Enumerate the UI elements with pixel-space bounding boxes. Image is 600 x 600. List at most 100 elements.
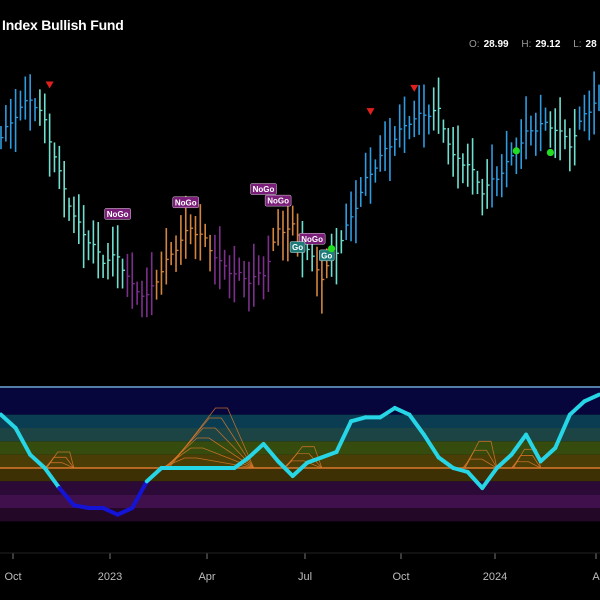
ohlc-high-value: 29.12: [535, 39, 561, 50]
price-bar: [29, 74, 33, 131]
price-bar: [34, 98, 38, 122]
price-bar: [564, 119, 568, 150]
price-bar: [277, 209, 281, 246]
oscillator-segment: [57, 486, 76, 508]
price-bar: [262, 256, 267, 300]
x-tick: Oct: [4, 553, 22, 583]
price-bar: [19, 90, 23, 121]
oscillator-band: [0, 508, 600, 522]
oscillator-segment: [290, 460, 310, 478]
oscillator-segment: [407, 412, 426, 437]
price-bar: [165, 228, 169, 285]
oscillator-segment: [305, 455, 324, 465]
price-bar: [253, 243, 257, 307]
nogo-label: NoGo: [264, 194, 292, 207]
oscillator-line: [0, 392, 600, 517]
cloud-line: [512, 455, 541, 469]
price-bar: [53, 142, 57, 173]
price-bar: [199, 204, 203, 261]
price-bar: [68, 197, 72, 221]
price-bar: [369, 147, 373, 204]
price-bar: [364, 152, 369, 196]
ohlc-low-value: 28: [585, 39, 597, 50]
cloud-line: [463, 449, 498, 469]
price-bar: [559, 97, 563, 161]
price-bar: [505, 130, 510, 188]
cloud-line: [45, 456, 75, 469]
price-bar: [77, 194, 82, 245]
oscillator-segment: [0, 412, 18, 430]
label-text: NoGo: [175, 198, 197, 207]
price-bar: [136, 281, 140, 305]
oscillator-segment: [232, 455, 251, 470]
price-bar: [9, 98, 14, 149]
price-bar: [238, 257, 242, 281]
oscillator-segment: [436, 455, 456, 470]
price-bar: [228, 255, 233, 299]
oscillator-segment: [115, 506, 135, 517]
cloud-line: [46, 451, 75, 469]
price-bar: [486, 159, 490, 209]
price-bar: [534, 112, 539, 156]
oscillator-segment: [451, 466, 470, 474]
price-bar: [321, 250, 325, 314]
x-tick: Jul: [298, 553, 312, 583]
price-bar: [248, 261, 252, 312]
go-dot-icon: [512, 147, 520, 155]
oscillator-segment: [276, 459, 295, 478]
price-bar: [569, 128, 573, 172]
price-bar: [593, 71, 597, 135]
ohlc-high-key: H:: [521, 39, 532, 50]
nogo-label: NoGo: [172, 196, 199, 208]
oscillator-band: [0, 388, 600, 415]
label-box: [250, 183, 277, 195]
price-bar: [374, 159, 378, 183]
oscillator-band: [0, 494, 600, 508]
oscillator-segment: [130, 479, 149, 510]
price-bar: [141, 280, 145, 318]
x-tick-label: Oct: [4, 571, 21, 583]
oscillator-band: [0, 441, 600, 455]
label-box: [172, 196, 199, 208]
price-bar: [214, 234, 218, 285]
price-bar: [189, 214, 194, 245]
oscillator-segment: [28, 452, 47, 470]
oscillator-segment: [524, 432, 543, 464]
price-bar: [107, 242, 111, 280]
label-text: NoGo: [301, 235, 323, 244]
oscillator-segment: [465, 470, 485, 490]
oscillator-segment: [319, 450, 339, 460]
x-tick-label: Oct: [392, 571, 409, 583]
x-tick: Apr: [198, 553, 216, 583]
oscillator-band: [0, 428, 600, 442]
price-bar: [549, 111, 553, 148]
label-text: NoGo: [107, 210, 129, 219]
x-tick-label: Apr: [198, 571, 215, 583]
oscillator-band: [0, 414, 600, 428]
oscillator-segment: [567, 399, 587, 417]
cloud-line: [464, 440, 498, 469]
oscillator-segment: [538, 446, 558, 464]
price-bar: [272, 227, 276, 252]
oscillator-bands: [0, 388, 600, 522]
price-bar: [403, 96, 408, 153]
oscillator-segment: [509, 432, 529, 457]
price-bar: [282, 210, 286, 261]
price-bar: [462, 153, 466, 184]
label-box: [104, 208, 131, 220]
oscillator-segment: [421, 432, 441, 460]
price-bar: [0, 126, 4, 150]
price-bar: [340, 230, 344, 254]
price-bar: [131, 252, 135, 309]
price-bar: [180, 215, 184, 265]
price-bar: [544, 107, 549, 131]
price-bar: [413, 100, 417, 138]
price-bar: [243, 260, 247, 298]
price-bar: [573, 109, 578, 166]
price-bar: [218, 226, 223, 290]
x-tick-label: 2023: [98, 571, 122, 583]
label-text: Go: [321, 251, 332, 260]
x-tick: Oct: [392, 553, 410, 583]
